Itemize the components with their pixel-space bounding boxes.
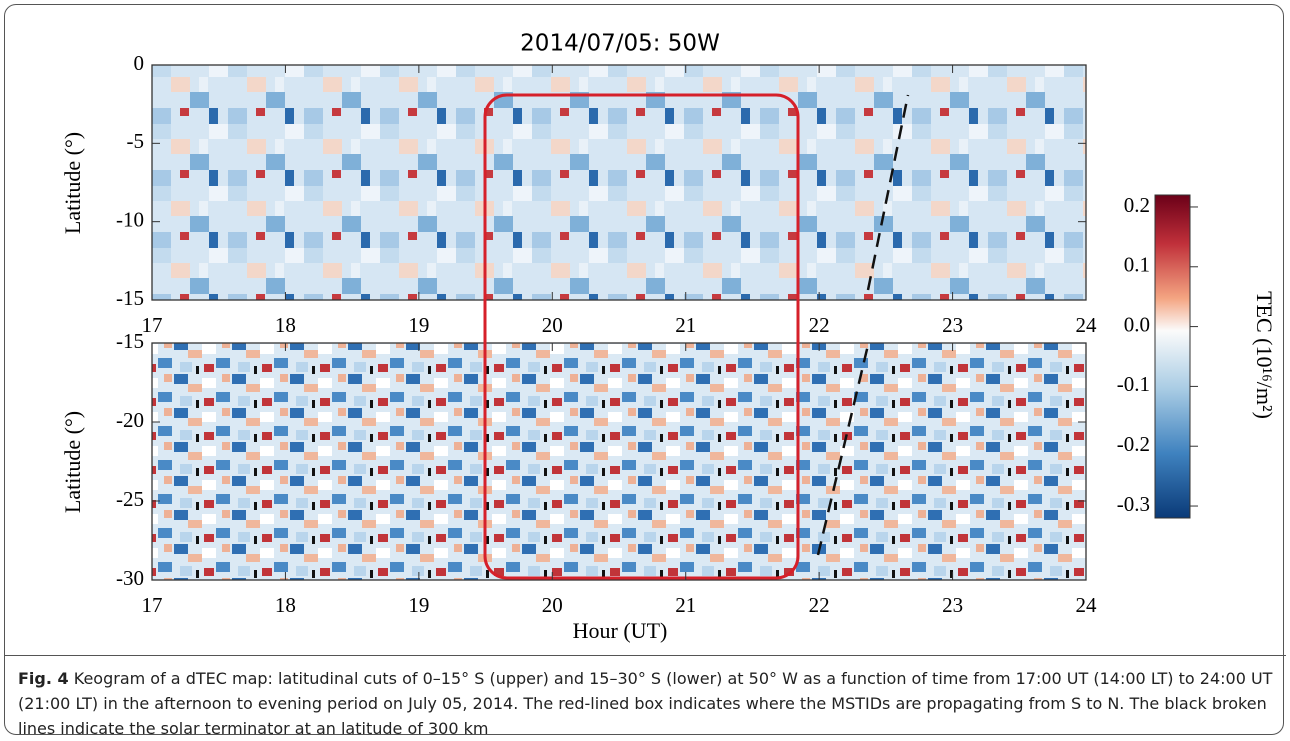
- colorbar-tick-label: -0.2: [1117, 432, 1150, 456]
- y-tick-label: -15: [116, 329, 144, 353]
- y-tick-label: -15: [116, 286, 144, 310]
- y-axis-label: Latitude (°): [60, 132, 85, 234]
- y-tick-label: 0: [134, 51, 145, 75]
- x-tick-label: 21: [675, 313, 696, 337]
- caption-text: Keogram of a dTEC map: latitudinal cuts …: [18, 669, 1273, 738]
- axes-lower: [151, 342, 1087, 581]
- x-tick-label: 17: [142, 313, 163, 337]
- x-tick-label: 24: [1076, 593, 1098, 617]
- x-tick-label: 17: [142, 593, 163, 617]
- caption-label: Fig. 4: [18, 669, 69, 688]
- y-axis-label: Latitude (°): [60, 411, 85, 513]
- colorbar-tick-label: 0.2: [1124, 193, 1150, 217]
- x-tick-label: 22: [809, 313, 830, 337]
- caption-rule: [4, 655, 1286, 656]
- mstid-box: [483, 93, 800, 580]
- figure-title: 2014/07/05: 50W: [520, 31, 720, 57]
- x-tick-label: 18: [275, 313, 296, 337]
- figure: 2014/07/05: 50W Hour (UT) Latitude (°) L…: [60, 31, 1277, 644]
- x-tick-label: 20: [542, 313, 563, 337]
- x-tick-label: 24: [1076, 313, 1098, 337]
- colorbar: [1154, 194, 1191, 519]
- x-tick-label: 18: [275, 593, 296, 617]
- y-tick-label: -30: [116, 566, 144, 590]
- x-tick-label: 22: [809, 593, 830, 617]
- colorbar-tick-label: -0.3: [1117, 492, 1150, 516]
- axes-upper: [151, 64, 1087, 301]
- terminator-upper: [866, 94, 910, 291]
- colorbar-tick-label: -0.1: [1117, 372, 1150, 396]
- y-tick-label: -5: [127, 129, 145, 153]
- x-tick-label: 21: [675, 593, 696, 617]
- caption: Fig. 4 Keogram of a dTEC map: latitudina…: [18, 666, 1273, 741]
- x-tick-label: 19: [408, 313, 429, 337]
- keogram-upper: [152, 65, 1086, 300]
- y-tick-label: -20: [116, 408, 144, 432]
- x-tick-label: 23: [942, 593, 963, 617]
- terminator-lower: [816, 344, 870, 556]
- x-tick-label: 23: [942, 313, 963, 337]
- keogram-lower: [152, 343, 1086, 580]
- x-tick-label: 20: [542, 593, 563, 617]
- x-axis-label: Hour (UT): [573, 618, 668, 643]
- colorbar-label: TEC (10¹⁶/m²): [1252, 291, 1277, 419]
- colorbar-tick-label: 0.0: [1124, 312, 1150, 336]
- x-tick-label: 19: [408, 593, 429, 617]
- figure-frame: [4, 4, 1284, 735]
- y-tick-label: -25: [116, 487, 144, 511]
- colorbar-tick-label: 0.1: [1124, 253, 1150, 277]
- y-tick-label: -10: [116, 207, 144, 231]
